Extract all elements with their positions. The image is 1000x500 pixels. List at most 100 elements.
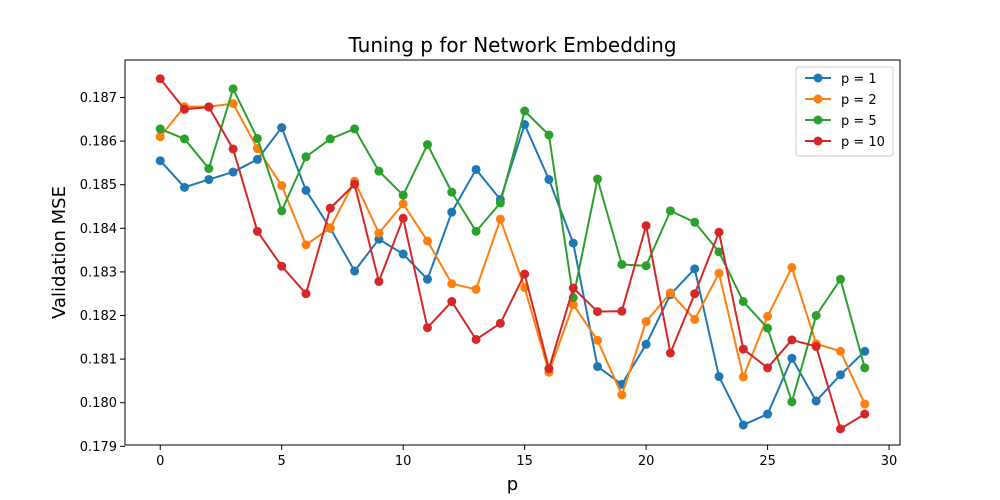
- data-point: [155, 132, 165, 142]
- data-point: [301, 185, 311, 195]
- data-point: [155, 124, 165, 134]
- data-point: [714, 372, 724, 382]
- data-point: [301, 289, 311, 299]
- legend: p = 1 p = 2 p = 5 p = 10: [795, 66, 894, 157]
- data-point: [568, 283, 578, 293]
- series-line: [159, 102, 866, 405]
- data-point: [228, 167, 238, 177]
- data-point: [398, 249, 408, 259]
- y-tick-label: 0.183: [80, 265, 117, 280]
- data-point: [641, 339, 651, 349]
- legend-label: p = 5: [841, 114, 877, 129]
- data-point: [665, 206, 675, 216]
- data-point: [180, 134, 190, 144]
- plot-frame: [124, 59, 901, 446]
- data-point: [374, 276, 384, 286]
- data-point: [277, 181, 287, 191]
- data-point: [811, 311, 821, 320]
- legend-label: p = 2: [841, 93, 877, 108]
- y-tick-label: 0.187: [80, 91, 117, 106]
- series-2: [155, 99, 870, 409]
- data-point: [398, 190, 408, 200]
- data-point: [544, 130, 554, 140]
- x-tick-label: 20: [638, 454, 655, 469]
- data-point: [860, 363, 870, 373]
- data-point: [860, 399, 870, 409]
- x-tick-label: 30: [881, 454, 898, 469]
- x-tick-label: 0: [156, 454, 164, 469]
- data-point: [544, 174, 554, 184]
- data-point: [180, 104, 190, 114]
- data-point: [252, 133, 262, 143]
- data-point: [301, 152, 311, 162]
- data-point: [738, 344, 748, 354]
- data-point: [690, 314, 700, 324]
- data-point: [690, 264, 700, 274]
- y-tick-label: 0.181: [80, 353, 117, 368]
- data-point: [228, 144, 238, 154]
- data-point: [374, 166, 384, 176]
- data-point: [228, 84, 238, 94]
- chart-title: Tuning p for Network Embedding: [347, 33, 676, 57]
- data-point: [811, 396, 821, 406]
- data-point: [593, 335, 603, 345]
- data-point: [593, 307, 603, 317]
- series-4: [155, 74, 870, 434]
- y-tick-label: 0.180: [80, 396, 117, 411]
- data-point: [471, 226, 481, 236]
- data-point: [714, 247, 724, 257]
- data-point: [787, 263, 797, 273]
- data-point: [835, 274, 845, 284]
- data-point: [447, 207, 457, 217]
- data-point: [787, 335, 797, 345]
- legend-marker: [813, 94, 823, 104]
- legend-box: [795, 66, 894, 157]
- data-point: [617, 390, 627, 400]
- x-axis-label: p: [507, 474, 518, 495]
- series-1: [155, 120, 870, 430]
- y-tick-label: 0.184: [80, 222, 117, 237]
- data-point: [325, 203, 335, 213]
- legend-marker: [813, 73, 823, 83]
- series-line: [159, 123, 866, 426]
- data-point: [325, 134, 335, 144]
- data-point: [835, 346, 845, 356]
- data-point: [763, 323, 773, 333]
- data-point: [422, 274, 432, 284]
- legend-label: p = 10: [841, 135, 885, 150]
- data-point: [374, 228, 384, 238]
- data-point: [665, 348, 675, 358]
- data-point: [593, 362, 603, 372]
- data-point: [665, 288, 675, 298]
- y-tick-label: 0.185: [80, 178, 117, 193]
- data-point: [204, 164, 214, 174]
- data-point: [811, 341, 821, 351]
- data-point: [398, 213, 408, 223]
- data-point: [690, 289, 700, 299]
- data-point: [471, 334, 481, 344]
- data-point: [180, 182, 190, 192]
- y-axis-label: Validation MSE: [49, 186, 70, 319]
- data-point: [447, 279, 457, 289]
- data-point: [447, 297, 457, 307]
- data-point: [787, 353, 797, 363]
- data-point: [350, 179, 360, 189]
- x-tick-label: 10: [395, 454, 412, 469]
- data-point: [544, 364, 554, 374]
- data-point: [787, 397, 797, 407]
- data-point: [325, 223, 335, 233]
- data-point: [738, 420, 748, 430]
- data-point: [495, 318, 505, 328]
- data-point: [641, 317, 651, 327]
- data-point: [228, 99, 238, 109]
- legend-marker: [813, 136, 823, 146]
- data-point: [714, 268, 724, 278]
- data-point: [398, 199, 408, 209]
- data-point: [495, 214, 505, 224]
- data-point: [690, 217, 700, 227]
- x-tick-label: 15: [516, 454, 533, 469]
- data-point: [641, 221, 651, 231]
- data-point: [155, 74, 165, 84]
- y-tick-label: 0.182: [80, 309, 117, 324]
- series-3: [155, 84, 870, 407]
